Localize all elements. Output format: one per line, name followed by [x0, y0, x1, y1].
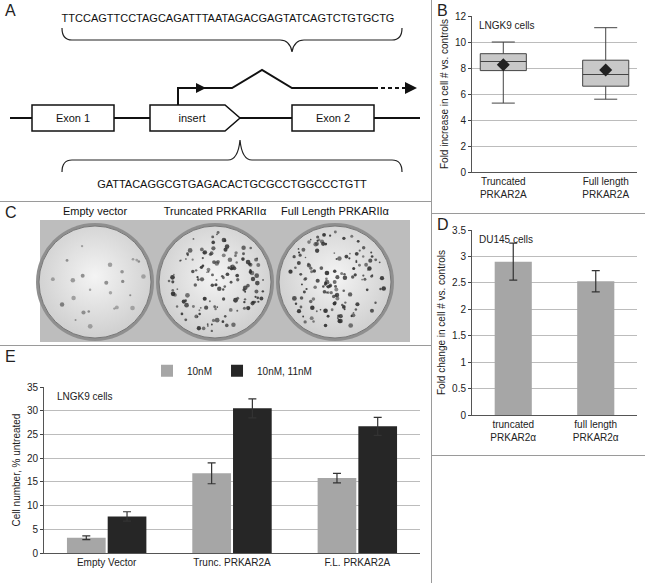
svg-text:Trunc. PRKAR2A: Trunc. PRKAR2A — [193, 557, 271, 568]
svg-text:truncatedPRKAR2α: truncatedPRKAR2α — [490, 419, 536, 443]
svg-text:2: 2 — [460, 304, 466, 315]
svg-text:35: 35 — [27, 382, 39, 393]
svg-text:0: 0 — [32, 548, 38, 559]
svg-text:TTCCAGTTCCTAGCAGATTTAATAGACGAG: TTCCAGTTCCTAGCAGATTTAATAGACGAGTATCAGTCTG… — [62, 12, 395, 24]
svg-text:Empty vector: Empty vector — [63, 205, 128, 217]
svg-text:15: 15 — [27, 476, 39, 487]
svg-text:12: 12 — [455, 11, 467, 22]
svg-text:Fold change in cell # vs. cont: Fold change in cell # vs. controls — [436, 250, 447, 395]
svg-text:6: 6 — [460, 89, 466, 100]
svg-text:Truncated PRKARIIα: Truncated PRKARIIα — [164, 205, 267, 217]
svg-text:8: 8 — [460, 63, 466, 74]
svg-text:Exon 1: Exon 1 — [56, 112, 90, 124]
svg-text:Full Length PRKARIIα: Full Length PRKARIIα — [281, 205, 389, 217]
svg-text:Exon 2: Exon 2 — [316, 112, 350, 124]
svg-text:Fold increase in cell # vs. co: Fold increase in cell # vs. controls — [439, 19, 450, 169]
svg-text:30: 30 — [27, 405, 39, 416]
svg-text:5: 5 — [32, 524, 38, 535]
html-text:C: C — [5, 204, 17, 221]
svg-text:1.5: 1.5 — [452, 330, 466, 341]
svg-text:Full lengthPRKAR2A: Full lengthPRKAR2A — [582, 176, 629, 200]
svg-text:0.5: 0.5 — [452, 383, 466, 394]
svg-text:2: 2 — [460, 141, 466, 152]
html-text:B: B — [437, 2, 448, 19]
svg-text:3.5: 3.5 — [452, 225, 466, 236]
svg-text:LNGK9 cells: LNGK9 cells — [479, 20, 535, 31]
html-text:A: A — [5, 2, 16, 19]
svg-text:Cell number, % untreated: Cell number, % untreated — [11, 414, 22, 527]
svg-text:insert: insert — [179, 112, 206, 124]
svg-text:10nM: 10nM — [187, 366, 212, 377]
svg-text:F.L. PRKAR2A: F.L. PRKAR2A — [325, 557, 391, 568]
svg-text:0: 0 — [460, 167, 466, 178]
svg-text:DU145 cells: DU145 cells — [479, 234, 533, 245]
svg-text:10nM, 11nM: 10nM, 11nM — [257, 366, 312, 377]
svg-text:10: 10 — [455, 37, 467, 48]
svg-text:TruncatedPRKAR2A: TruncatedPRKAR2A — [480, 176, 527, 200]
svg-text:full lengthPRKAR2α: full lengthPRKAR2α — [573, 419, 619, 443]
svg-text:10: 10 — [27, 500, 39, 511]
svg-text:GATTACAGGCGTGAGACACTGCGCCTGGCC: GATTACAGGCGTGAGACACTGCGCCTGGCCCTGTT — [97, 178, 367, 190]
html-text:D: D — [437, 216, 449, 233]
html-text:E: E — [5, 348, 16, 365]
svg-text:Empty Vector: Empty Vector — [77, 557, 137, 568]
svg-text:4: 4 — [460, 115, 466, 126]
svg-text:0: 0 — [460, 410, 466, 421]
svg-text:LNGK9 cells: LNGK9 cells — [57, 391, 113, 402]
svg-text:2.5: 2.5 — [452, 277, 466, 288]
svg-text:3: 3 — [460, 251, 466, 262]
svg-text:25: 25 — [27, 429, 39, 440]
svg-text:1: 1 — [460, 357, 466, 368]
svg-text:20: 20 — [27, 453, 39, 464]
